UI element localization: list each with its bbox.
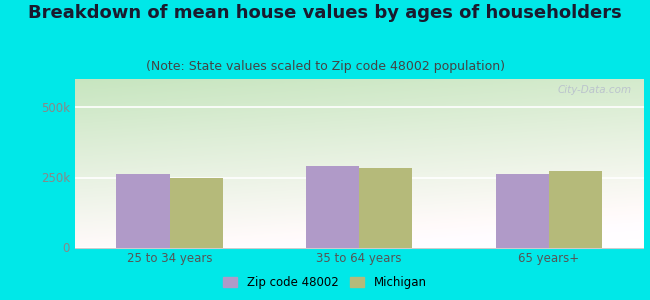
Bar (359, 168, 412, 248)
Bar (495, 174, 549, 248)
Bar (549, 171, 602, 248)
Bar (116, 174, 170, 248)
Legend: Zip code 48002, Michigan: Zip code 48002, Michigan (218, 272, 432, 294)
Bar (170, 178, 222, 248)
Bar (306, 166, 359, 248)
Text: City-Data.com: City-Data.com (558, 85, 632, 94)
Text: Breakdown of mean house values by ages of householders: Breakdown of mean house values by ages o… (28, 4, 622, 22)
Text: (Note: State values scaled to Zip code 48002 population): (Note: State values scaled to Zip code 4… (146, 60, 504, 73)
